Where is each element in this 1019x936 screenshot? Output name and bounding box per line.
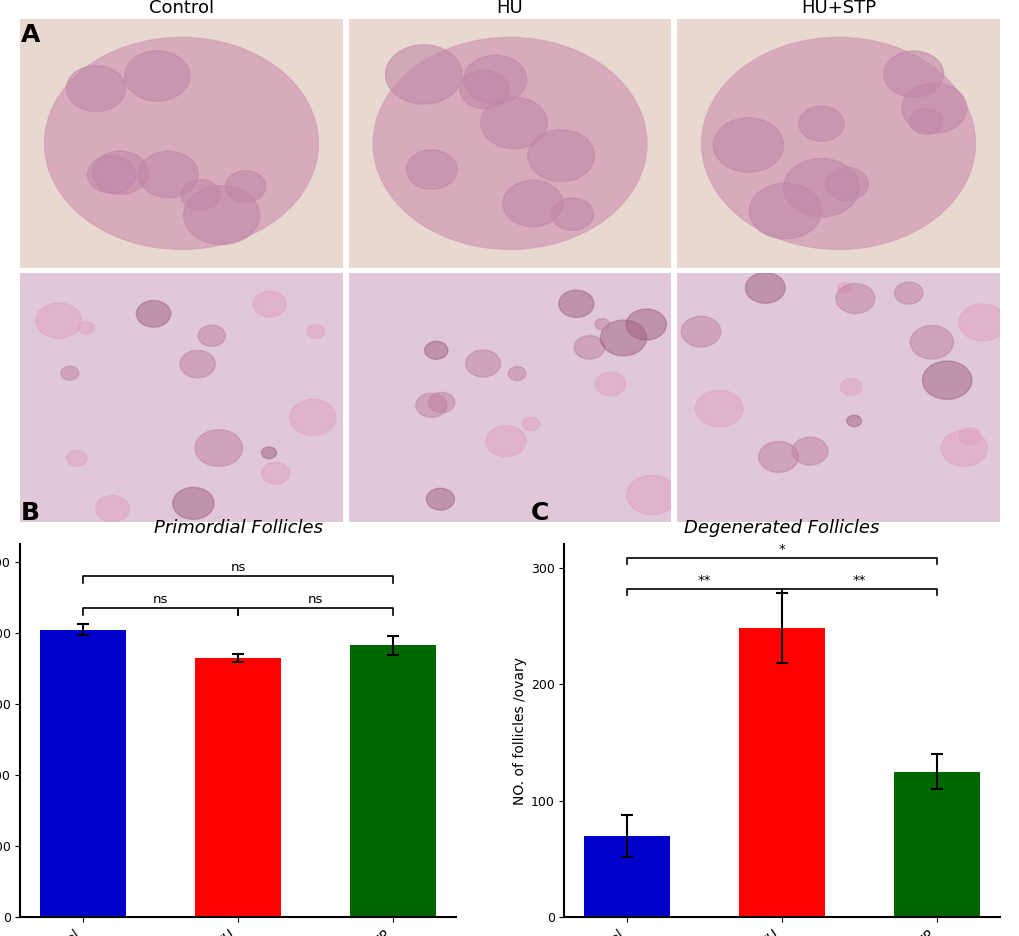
Text: C: C xyxy=(530,501,548,525)
Title: HU+STP: HU+STP xyxy=(800,0,875,17)
Circle shape xyxy=(594,318,609,330)
Text: ns: ns xyxy=(153,593,168,607)
Circle shape xyxy=(836,284,874,314)
Circle shape xyxy=(791,437,827,465)
Text: *: * xyxy=(777,544,785,556)
Circle shape xyxy=(66,66,125,111)
Circle shape xyxy=(480,97,547,149)
Bar xyxy=(894,771,979,917)
Circle shape xyxy=(124,51,190,101)
Circle shape xyxy=(416,393,446,417)
Circle shape xyxy=(783,158,858,217)
Circle shape xyxy=(695,390,742,427)
Circle shape xyxy=(61,366,78,380)
Text: A: A xyxy=(20,23,40,48)
Circle shape xyxy=(837,283,851,293)
Circle shape xyxy=(749,183,820,239)
Circle shape xyxy=(96,495,129,521)
Text: ns: ns xyxy=(308,593,323,607)
Circle shape xyxy=(183,185,260,244)
Circle shape xyxy=(406,150,457,189)
Circle shape xyxy=(883,51,943,97)
Ellipse shape xyxy=(701,37,974,249)
Circle shape xyxy=(712,118,783,172)
Circle shape xyxy=(172,488,214,519)
Circle shape xyxy=(78,322,94,334)
Title: Primordial Follicles: Primordial Follicles xyxy=(153,519,322,537)
Circle shape xyxy=(460,70,508,109)
Bar xyxy=(351,646,435,917)
Circle shape xyxy=(527,130,594,182)
Y-axis label: NO. of follicles /ovary: NO. of follicles /ovary xyxy=(513,657,526,805)
Circle shape xyxy=(88,155,136,194)
Circle shape xyxy=(253,291,286,317)
Circle shape xyxy=(941,431,986,466)
Circle shape xyxy=(909,109,942,135)
Circle shape xyxy=(958,428,980,445)
Circle shape xyxy=(426,489,454,510)
Circle shape xyxy=(798,106,844,141)
Circle shape xyxy=(909,326,953,358)
Circle shape xyxy=(681,316,720,347)
Circle shape xyxy=(558,290,593,317)
Circle shape xyxy=(179,350,215,378)
Circle shape xyxy=(626,475,677,515)
Circle shape xyxy=(840,378,861,395)
Circle shape xyxy=(464,55,526,104)
Circle shape xyxy=(626,309,665,340)
Ellipse shape xyxy=(45,37,318,249)
Circle shape xyxy=(307,325,324,338)
Circle shape xyxy=(261,446,276,459)
Circle shape xyxy=(824,168,867,200)
Circle shape xyxy=(846,416,861,427)
Circle shape xyxy=(385,45,462,104)
Circle shape xyxy=(485,426,526,457)
Bar xyxy=(40,630,125,917)
Circle shape xyxy=(522,417,539,431)
Circle shape xyxy=(198,325,225,346)
Circle shape xyxy=(289,400,335,435)
Circle shape xyxy=(894,282,922,304)
Title: Degenerated Follicles: Degenerated Follicles xyxy=(684,519,878,537)
Circle shape xyxy=(502,180,562,227)
Bar xyxy=(196,658,280,917)
Bar xyxy=(584,836,668,917)
Circle shape xyxy=(595,373,625,396)
Bar xyxy=(739,628,823,917)
Title: HU: HU xyxy=(496,0,523,17)
Circle shape xyxy=(600,320,646,356)
Text: **: ** xyxy=(852,574,865,587)
Circle shape xyxy=(466,350,500,377)
Circle shape xyxy=(225,170,266,202)
Circle shape xyxy=(745,272,785,303)
Text: ns: ns xyxy=(230,562,246,574)
Circle shape xyxy=(574,336,604,359)
Circle shape xyxy=(139,152,198,197)
Ellipse shape xyxy=(373,37,646,249)
Circle shape xyxy=(66,450,88,466)
Text: **: ** xyxy=(697,574,710,587)
Circle shape xyxy=(93,151,148,195)
Circle shape xyxy=(195,430,243,466)
Circle shape xyxy=(261,462,289,484)
Circle shape xyxy=(428,392,454,413)
Circle shape xyxy=(921,361,971,400)
Circle shape xyxy=(424,342,447,359)
Circle shape xyxy=(137,300,170,327)
Title: Control: Control xyxy=(149,0,214,17)
Circle shape xyxy=(551,198,593,230)
Circle shape xyxy=(958,304,1006,341)
Circle shape xyxy=(36,303,82,338)
Text: B: B xyxy=(20,501,40,525)
Circle shape xyxy=(180,180,220,210)
Circle shape xyxy=(901,83,966,133)
Circle shape xyxy=(507,367,526,380)
Circle shape xyxy=(758,442,798,473)
